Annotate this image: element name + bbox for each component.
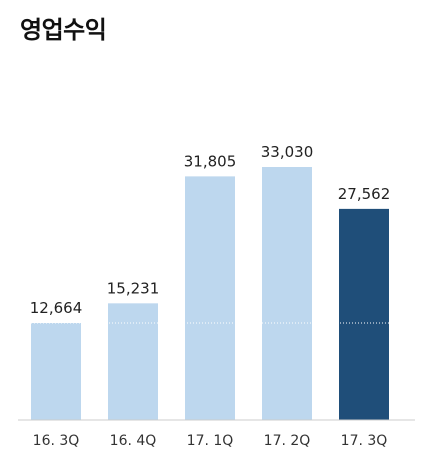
bars-layer: [31, 167, 389, 420]
value-labels-layer: 12,664 15,231 31,805 33,030 27,562: [30, 143, 391, 317]
bar-16-3q: [31, 322, 81, 420]
bar-17-1q: [185, 176, 235, 420]
x-tick-label: 17. 2Q: [264, 433, 311, 449]
bar-value-label: 31,805: [184, 152, 237, 170]
x-tick-label: 16. 3Q: [33, 433, 80, 449]
bar-17-3q: [339, 208, 389, 420]
bar-value-label: 15,231: [107, 279, 160, 297]
chart-title: 영업수익: [20, 16, 107, 44]
bar-value-label: 33,030: [261, 143, 314, 161]
bar-17-2q: [262, 167, 312, 420]
x-tick-layer: 16. 3Q 16. 4Q 17. 1Q 17. 2Q 17. 3Q: [33, 433, 388, 449]
x-tick-label: 17. 1Q: [187, 433, 234, 449]
bar-16-4q: [108, 303, 158, 420]
x-tick-label: 17. 3Q: [341, 433, 388, 449]
bar-value-label: 27,562: [338, 185, 391, 203]
bar-value-label: 12,664: [30, 299, 83, 317]
x-tick-label: 16. 4Q: [110, 433, 157, 449]
